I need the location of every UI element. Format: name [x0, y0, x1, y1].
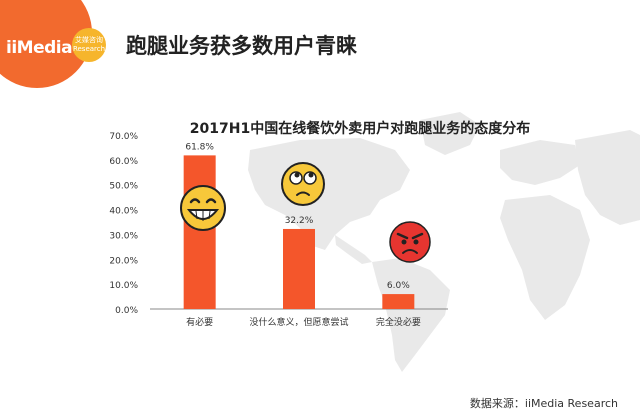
y-tick-label: 0.0% [115, 306, 138, 316]
y-tick-label: 60.0% [109, 157, 138, 167]
y-tick-label: 50.0% [109, 182, 138, 192]
y-tick-label: 70.0% [109, 132, 138, 142]
chart-title: 2017H1中国在线餐饮外卖用户对跑腿业务的态度分布 [189, 121, 531, 137]
y-tick-label: 20.0% [109, 256, 138, 266]
bar [382, 294, 415, 309]
page-title: 跑腿业务获多数用户青睐 [126, 34, 357, 58]
x-tick-label: 没什么意义，但愿意尝试 [249, 316, 348, 328]
logo-text: iiMedia [6, 38, 73, 58]
y-tick-label: 10.0% [109, 281, 138, 291]
logo-badge: 艾媒咨询 Research [72, 28, 106, 62]
source-note: 数据来源：iiMedia Research [469, 397, 618, 410]
data-label: 6.0% [387, 281, 410, 291]
x-tick-label: 有必要 [186, 316, 213, 328]
y-tick-label: 40.0% [109, 207, 138, 217]
bar [283, 228, 315, 309]
data-label: 32.2% [285, 216, 314, 226]
y-tick-label: 30.0% [109, 231, 138, 241]
logo-badge-line2: Research [72, 45, 106, 53]
bar [183, 155, 216, 309]
data-label: 61.8% [185, 142, 214, 152]
logo-badge-line1: 艾媒咨询 [75, 36, 103, 44]
x-tick-label: 完全没必要 [376, 316, 421, 328]
